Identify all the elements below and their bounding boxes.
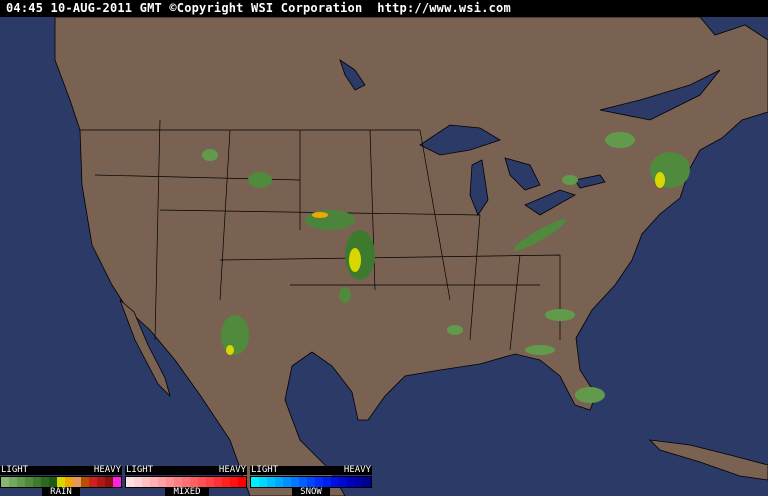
color-swatch <box>126 477 134 487</box>
legend-light-label: LIGHT <box>251 465 279 475</box>
color-swatch <box>17 477 25 487</box>
color-swatch <box>89 477 97 487</box>
color-swatch <box>331 477 339 487</box>
color-swatch <box>259 477 267 487</box>
color-swatch <box>105 477 113 487</box>
color-swatch <box>142 477 150 487</box>
legend-light-label: LIGHT <box>1 465 29 475</box>
legend-name: RAIN <box>42 487 80 496</box>
color-swatch <box>355 477 363 487</box>
legend-name: SNOW <box>292 487 330 496</box>
color-swatch <box>315 477 323 487</box>
color-swatch <box>347 477 355 487</box>
landmass <box>54 17 768 496</box>
color-swatch <box>73 477 81 487</box>
color-swatch <box>113 477 121 487</box>
color-swatch <box>198 477 206 487</box>
color-swatch <box>214 477 222 487</box>
lakes <box>339 59 721 216</box>
legend-heavy-label: HEAVY <box>343 465 371 475</box>
legend-heavy-label: HEAVY <box>218 465 246 475</box>
color-swatch <box>174 477 182 487</box>
color-swatch <box>1 477 9 487</box>
color-swatch <box>33 477 41 487</box>
color-swatch <box>150 477 158 487</box>
color-swatch <box>49 477 57 487</box>
color-swatch <box>267 477 275 487</box>
color-swatch <box>41 477 49 487</box>
color-swatch <box>65 477 73 487</box>
precipitation <box>202 132 690 403</box>
color-swatch <box>166 477 174 487</box>
color-swatch <box>190 477 198 487</box>
color-swatch <box>57 477 65 487</box>
color-swatch <box>81 477 89 487</box>
url-link[interactable]: http://www.wsi.com <box>377 1 511 15</box>
color-swatch <box>323 477 331 487</box>
color-swatch <box>363 477 371 487</box>
color-swatch <box>299 477 307 487</box>
copyright: ©Copyright WSI Corporation <box>169 1 363 15</box>
color-swatch <box>238 477 246 487</box>
legend-mixed: LIGHT HEAVY MIXED <box>125 465 247 496</box>
color-swatch <box>307 477 315 487</box>
map-canvas <box>54 17 768 496</box>
color-swatch <box>97 477 105 487</box>
color-swatch <box>9 477 17 487</box>
color-swatch <box>275 477 283 487</box>
map-header: 04:45 10-AUG-2011 GMT ©Copyright WSI Cor… <box>0 0 768 17</box>
legend-snow: LIGHT HEAVY SNOW <box>250 465 372 496</box>
color-swatch <box>25 477 33 487</box>
color-swatch <box>291 477 299 487</box>
legend-heavy-label: HEAVY <box>93 465 121 475</box>
legend-name: MIXED <box>165 487 209 496</box>
color-swatch <box>339 477 347 487</box>
legend-rain: LIGHT HEAVY RAIN <box>0 465 122 496</box>
color-swatch <box>182 477 190 487</box>
color-swatch <box>230 477 238 487</box>
timestamp: 04:45 10-AUG-2011 GMT <box>6 1 162 15</box>
color-swatch <box>158 477 166 487</box>
color-swatch <box>283 477 291 487</box>
color-swatch <box>251 477 259 487</box>
legend-light-label: LIGHT <box>126 465 154 475</box>
color-swatch <box>206 477 214 487</box>
color-swatch <box>222 477 230 487</box>
color-swatch <box>134 477 142 487</box>
